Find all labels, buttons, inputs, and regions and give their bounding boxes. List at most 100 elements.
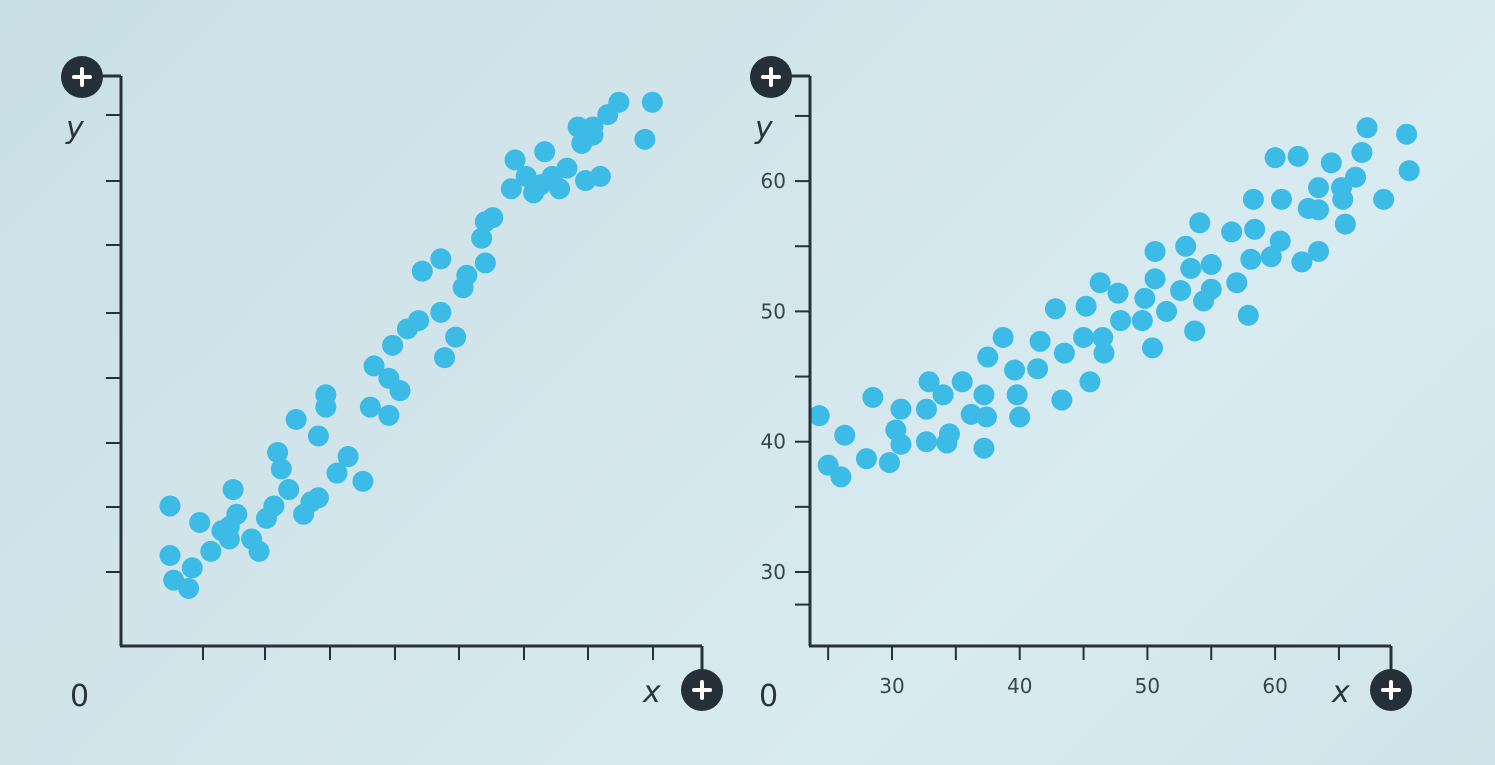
data-point bbox=[326, 462, 348, 484]
data-point bbox=[918, 371, 940, 393]
data-point bbox=[1291, 251, 1313, 273]
right-y-axis-label: y bbox=[754, 111, 774, 146]
data-point bbox=[1180, 257, 1202, 279]
data-point bbox=[1332, 188, 1354, 210]
plus-circle-icon[interactable] bbox=[681, 669, 723, 711]
data-point bbox=[1006, 384, 1028, 406]
data-point bbox=[1144, 268, 1166, 290]
data-point bbox=[589, 165, 611, 187]
data-point bbox=[359, 396, 381, 418]
plus-circle-icon[interactable] bbox=[61, 56, 103, 98]
data-point bbox=[1092, 326, 1114, 348]
data-point bbox=[1244, 218, 1266, 240]
left-x-axis-label: x bbox=[642, 675, 661, 710]
data-point bbox=[1226, 272, 1248, 294]
data-point bbox=[1144, 240, 1166, 262]
data-point bbox=[482, 207, 504, 229]
data-point bbox=[641, 91, 663, 113]
data-point bbox=[534, 141, 556, 163]
data-point bbox=[411, 260, 433, 282]
data-point bbox=[352, 470, 374, 492]
data-point bbox=[1320, 152, 1342, 174]
data-point bbox=[430, 248, 452, 270]
data-point bbox=[1142, 337, 1164, 359]
data-point bbox=[890, 398, 912, 420]
data-point bbox=[1184, 320, 1206, 342]
data-point bbox=[500, 178, 522, 200]
y-tick-label: 60 bbox=[761, 169, 786, 193]
data-point bbox=[915, 398, 937, 420]
data-point bbox=[445, 326, 467, 348]
data-point bbox=[1170, 280, 1192, 302]
data-point bbox=[1189, 212, 1211, 234]
data-point bbox=[315, 384, 337, 406]
data-point bbox=[1089, 272, 1111, 294]
right-x-ticks: 30 40 50 60 bbox=[827, 646, 1340, 698]
x-tick-label: 30 bbox=[879, 674, 904, 698]
data-point bbox=[1027, 358, 1049, 380]
data-point bbox=[263, 495, 285, 517]
data-point bbox=[1270, 188, 1292, 210]
data-point bbox=[189, 511, 211, 533]
right-y-ticks: 30 40 50 60 bbox=[761, 114, 810, 606]
data-point bbox=[1200, 253, 1222, 275]
data-point bbox=[474, 252, 496, 274]
data-point bbox=[915, 431, 937, 453]
data-point bbox=[1075, 295, 1097, 317]
data-point bbox=[1156, 300, 1178, 322]
data-point bbox=[270, 458, 292, 480]
data-point bbox=[932, 384, 954, 406]
data-point bbox=[1345, 166, 1367, 188]
data-point bbox=[634, 128, 656, 150]
plus-circle-icon[interactable] bbox=[750, 56, 792, 98]
data-point bbox=[1398, 160, 1420, 182]
data-point bbox=[992, 326, 1014, 348]
y-tick-label: 30 bbox=[761, 560, 786, 584]
data-point bbox=[1175, 235, 1197, 257]
data-point bbox=[337, 446, 359, 468]
left-y-axis-label: y bbox=[65, 111, 85, 146]
data-point bbox=[1093, 342, 1115, 364]
data-point bbox=[1396, 123, 1418, 145]
data-point bbox=[226, 503, 248, 525]
data-point bbox=[1134, 287, 1156, 309]
left-points bbox=[159, 91, 663, 599]
data-point bbox=[977, 346, 999, 368]
data-point bbox=[1009, 406, 1031, 428]
data-point bbox=[862, 386, 884, 408]
plus-circle-icon[interactable] bbox=[1370, 669, 1412, 711]
data-point bbox=[1029, 330, 1051, 352]
data-point bbox=[1287, 145, 1309, 167]
data-point bbox=[1221, 221, 1243, 243]
data-point bbox=[1308, 177, 1330, 199]
data-point bbox=[471, 227, 493, 249]
left-x-ticks bbox=[202, 646, 654, 660]
data-point bbox=[378, 404, 400, 426]
data-point bbox=[1200, 278, 1222, 300]
data-point bbox=[504, 149, 526, 171]
right-chart: 30 40 50 60 30 40 50 60 y x 0 bbox=[750, 56, 1420, 714]
data-point bbox=[855, 448, 877, 470]
data-point bbox=[1269, 230, 1291, 252]
data-point bbox=[1051, 389, 1073, 411]
data-point bbox=[307, 425, 329, 447]
data-point bbox=[951, 371, 973, 393]
data-point bbox=[1308, 199, 1330, 221]
data-point bbox=[456, 264, 478, 286]
left-y-ticks bbox=[106, 114, 121, 573]
data-point bbox=[1240, 248, 1262, 270]
data-point bbox=[549, 178, 571, 200]
data-point bbox=[938, 423, 960, 445]
data-point bbox=[1053, 342, 1075, 364]
x-tick-label: 40 bbox=[1007, 674, 1032, 698]
y-tick-label: 40 bbox=[761, 430, 786, 454]
data-point bbox=[434, 347, 456, 369]
right-points bbox=[808, 117, 1420, 488]
data-point bbox=[1373, 188, 1395, 210]
data-point bbox=[1237, 304, 1259, 326]
data-point bbox=[218, 528, 240, 550]
right-origin-label: 0 bbox=[759, 679, 778, 714]
data-point bbox=[430, 301, 452, 323]
data-point bbox=[582, 116, 604, 138]
